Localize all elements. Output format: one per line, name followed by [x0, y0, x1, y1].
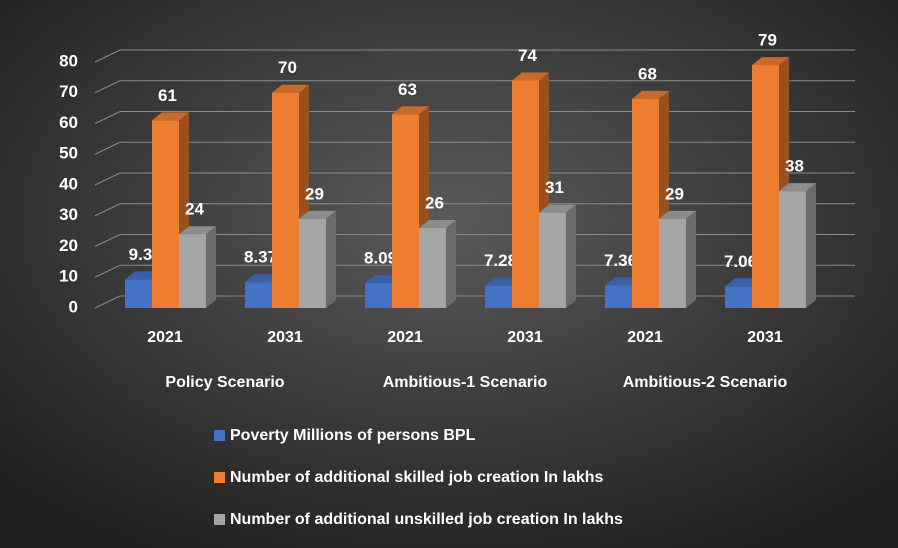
data-label: 7.06 [724, 252, 757, 271]
bar [245, 282, 272, 308]
data-label: 8.09 [364, 249, 397, 268]
bar [485, 285, 512, 308]
data-label: 74 [518, 46, 537, 65]
bar-side [806, 183, 816, 308]
y-tick-label: 70 [59, 82, 78, 101]
y-tick-label: 40 [59, 174, 78, 193]
bar [779, 191, 806, 308]
data-label: 31 [545, 178, 564, 197]
y-tick-label: 50 [59, 144, 78, 163]
legend-swatch [214, 514, 225, 525]
bar [365, 283, 392, 308]
bar [179, 234, 206, 308]
x-tick-label: 2031 [747, 329, 783, 346]
bar-top [179, 226, 216, 235]
data-label: 29 [665, 184, 684, 203]
bar-top [152, 112, 189, 121]
bar [152, 120, 179, 308]
data-label: 9.3 [129, 245, 153, 264]
data-label: 24 [185, 200, 204, 219]
y-tick-label: 10 [59, 267, 78, 286]
data-label: 61 [158, 86, 177, 105]
grid-line-side [94, 203, 121, 217]
bar-side [686, 210, 696, 308]
data-label: 26 [425, 194, 444, 213]
bar-top [419, 220, 456, 229]
data-label: 70 [278, 58, 297, 77]
bar-top [392, 106, 429, 115]
legend-label: Number of additional unskilled job creat… [230, 511, 623, 528]
bar [632, 98, 659, 309]
legend-swatch [214, 430, 225, 441]
group-label: Ambitious-1 Scenario [383, 374, 548, 391]
data-label: 79 [758, 31, 777, 50]
grid-line-side [94, 295, 121, 309]
bar-top [659, 210, 696, 219]
x-tick-label: 2021 [147, 329, 183, 346]
legend-label: Number of additional skilled job creatio… [230, 469, 604, 486]
x-tick-label: 2021 [627, 329, 663, 346]
bar [392, 114, 419, 309]
bar-top [779, 183, 816, 192]
bar [299, 218, 326, 308]
x-tick-label: 2031 [507, 329, 543, 346]
data-label: 68 [638, 64, 657, 83]
data-label: 7.36 [604, 251, 637, 270]
group-label: Policy Scenario [165, 374, 284, 391]
y-tick-label: 0 [69, 297, 78, 316]
data-label: 7.28 [484, 251, 517, 270]
bar [752, 65, 779, 308]
grid-line-side [94, 49, 121, 63]
bar-top [299, 210, 336, 219]
grid-line-side [94, 141, 121, 155]
data-label: 8.37 [244, 248, 277, 267]
grid-line-side [94, 111, 121, 124]
y-tick-label: 20 [59, 236, 78, 255]
data-label: 29 [305, 184, 324, 203]
bar [605, 285, 632, 308]
bar-top [752, 57, 789, 66]
bar-top [539, 204, 576, 213]
group-label: Ambitious-2 Scenario [623, 374, 788, 391]
legend-swatch [214, 472, 225, 483]
bar-side [326, 210, 336, 308]
grid-line-side [94, 80, 121, 94]
y-tick-label: 30 [59, 205, 78, 224]
bar-side [206, 226, 216, 308]
bar-side [566, 204, 576, 308]
bar [512, 80, 539, 308]
x-tick-label: 2031 [267, 329, 303, 346]
bar [125, 279, 152, 308]
bar-top [272, 84, 309, 93]
bar [659, 218, 686, 308]
bar [725, 286, 752, 308]
y-tick-label: 80 [59, 51, 78, 70]
grid-line-side [94, 234, 121, 247]
bar-top [512, 72, 549, 81]
grid-line-side [94, 264, 121, 278]
data-label: 38 [785, 157, 804, 176]
x-tick-label: 2021 [387, 329, 423, 346]
data-label: 63 [398, 80, 417, 99]
y-tick-label: 60 [59, 113, 78, 132]
bar [272, 92, 299, 308]
bar-top [632, 90, 669, 99]
bar-side [446, 220, 456, 308]
bar [419, 228, 446, 308]
grid-line-side [94, 172, 121, 186]
bar [539, 212, 566, 308]
legend-label: Poverty Millions of persons BPL [230, 427, 476, 444]
